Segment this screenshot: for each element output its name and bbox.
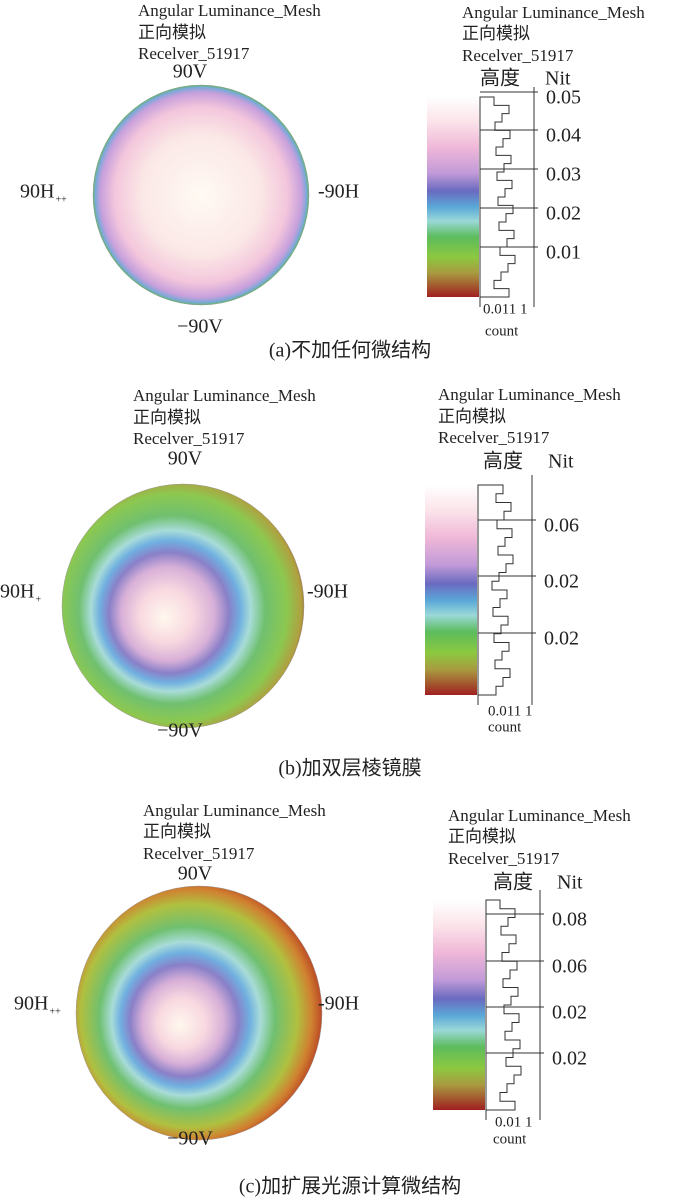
legend-subtitle: 正向模拟	[438, 407, 506, 426]
panel	[75, 885, 323, 1141]
legend-subtitle: 正向模拟	[448, 827, 516, 846]
legend-receiver: Recelver_51917	[448, 849, 560, 868]
tick-label: 0.06	[552, 956, 587, 978]
right-label: -90H	[318, 993, 359, 1015]
caption: (b)加双层棱镜膜	[278, 757, 421, 780]
caption: (c)加扩展光源计算微结构	[239, 1175, 461, 1198]
color-bar	[425, 485, 477, 695]
caption: (a)不加任何微结构	[269, 339, 431, 362]
top-label: 90V	[173, 61, 208, 83]
legend-subtitle: 正向模拟	[462, 24, 530, 43]
tick-label: 0.02	[544, 571, 579, 593]
plot-title: Angular Luminance_Mesh	[138, 1, 321, 20]
count-label: count	[485, 323, 519, 339]
tick-label: 0.05	[546, 87, 581, 109]
histogram	[477, 484, 514, 696]
height-label: 高度	[480, 67, 520, 90]
panel	[92, 84, 310, 306]
left-label: 90H	[14, 993, 48, 1015]
tick-label: 0.04	[546, 125, 581, 147]
left-label: 90H	[0, 581, 34, 603]
plot-title: Angular Luminance_Mesh	[143, 801, 326, 820]
count-ticks: 0.01 1	[495, 1114, 533, 1130]
height-label: 高度	[483, 450, 523, 473]
tick-label: 0.03	[546, 164, 581, 186]
left-label-sub: +	[35, 594, 41, 605]
unit-label: Nit	[557, 872, 583, 894]
tick-label: 0.06	[544, 515, 579, 537]
legend-title: Angular Luminance_Mesh	[438, 385, 621, 404]
plot-subtitle: 正向模拟	[138, 23, 206, 42]
count-label: count	[493, 1131, 527, 1147]
count-ticks: 0.011 1	[488, 703, 532, 719]
panel	[61, 483, 305, 729]
luminance-disk	[75, 885, 323, 1141]
color-bar	[433, 900, 485, 1110]
luminance-disk	[61, 483, 305, 729]
receiver-label: Recelver_51917	[143, 844, 255, 863]
receiver-label: Recelver_51917	[133, 429, 245, 448]
unit-label: Nit	[548, 451, 574, 473]
legend-receiver: Recelver_51917	[462, 46, 574, 65]
top-label: 90V	[178, 863, 213, 885]
legend-receiver: Recelver_51917	[438, 428, 550, 447]
right-label: -90H	[318, 181, 359, 203]
tick-label: 0.02	[552, 1048, 587, 1070]
left-label-sub: ++	[49, 1006, 61, 1017]
plot-title: Angular Luminance_Mesh	[133, 386, 316, 405]
histogram	[479, 96, 516, 298]
bottom-label: −90V	[157, 720, 203, 742]
color-bar	[427, 97, 479, 297]
plot-subtitle: 正向模拟	[133, 408, 201, 427]
count-ticks: 0.011 1	[483, 301, 527, 317]
receiver-label: Recelver_51917	[138, 44, 250, 63]
plot-subtitle: 正向模拟	[143, 822, 211, 841]
tick-label: 0.02	[546, 203, 581, 225]
right-label: -90H	[307, 581, 348, 603]
bottom-label: −90V	[177, 316, 223, 338]
legend-title: Angular Luminance_Mesh	[462, 3, 645, 22]
histogram	[485, 899, 522, 1111]
count-label: count	[488, 719, 522, 735]
height-label: 高度	[493, 871, 533, 894]
top-label: 90V	[168, 448, 203, 470]
bottom-label: −90V	[167, 1128, 213, 1150]
left-label: 90H	[20, 181, 54, 203]
tick-label: 0.02	[544, 628, 579, 650]
legend-title: Angular Luminance_Mesh	[448, 806, 631, 825]
luminance-disk	[92, 84, 310, 306]
tick-label: 0.01	[546, 242, 581, 264]
tick-label: 0.02	[552, 1002, 587, 1024]
left-label-sub: ++	[55, 194, 67, 205]
unit-label: Nit	[545, 68, 571, 90]
tick-label: 0.08	[552, 909, 587, 931]
